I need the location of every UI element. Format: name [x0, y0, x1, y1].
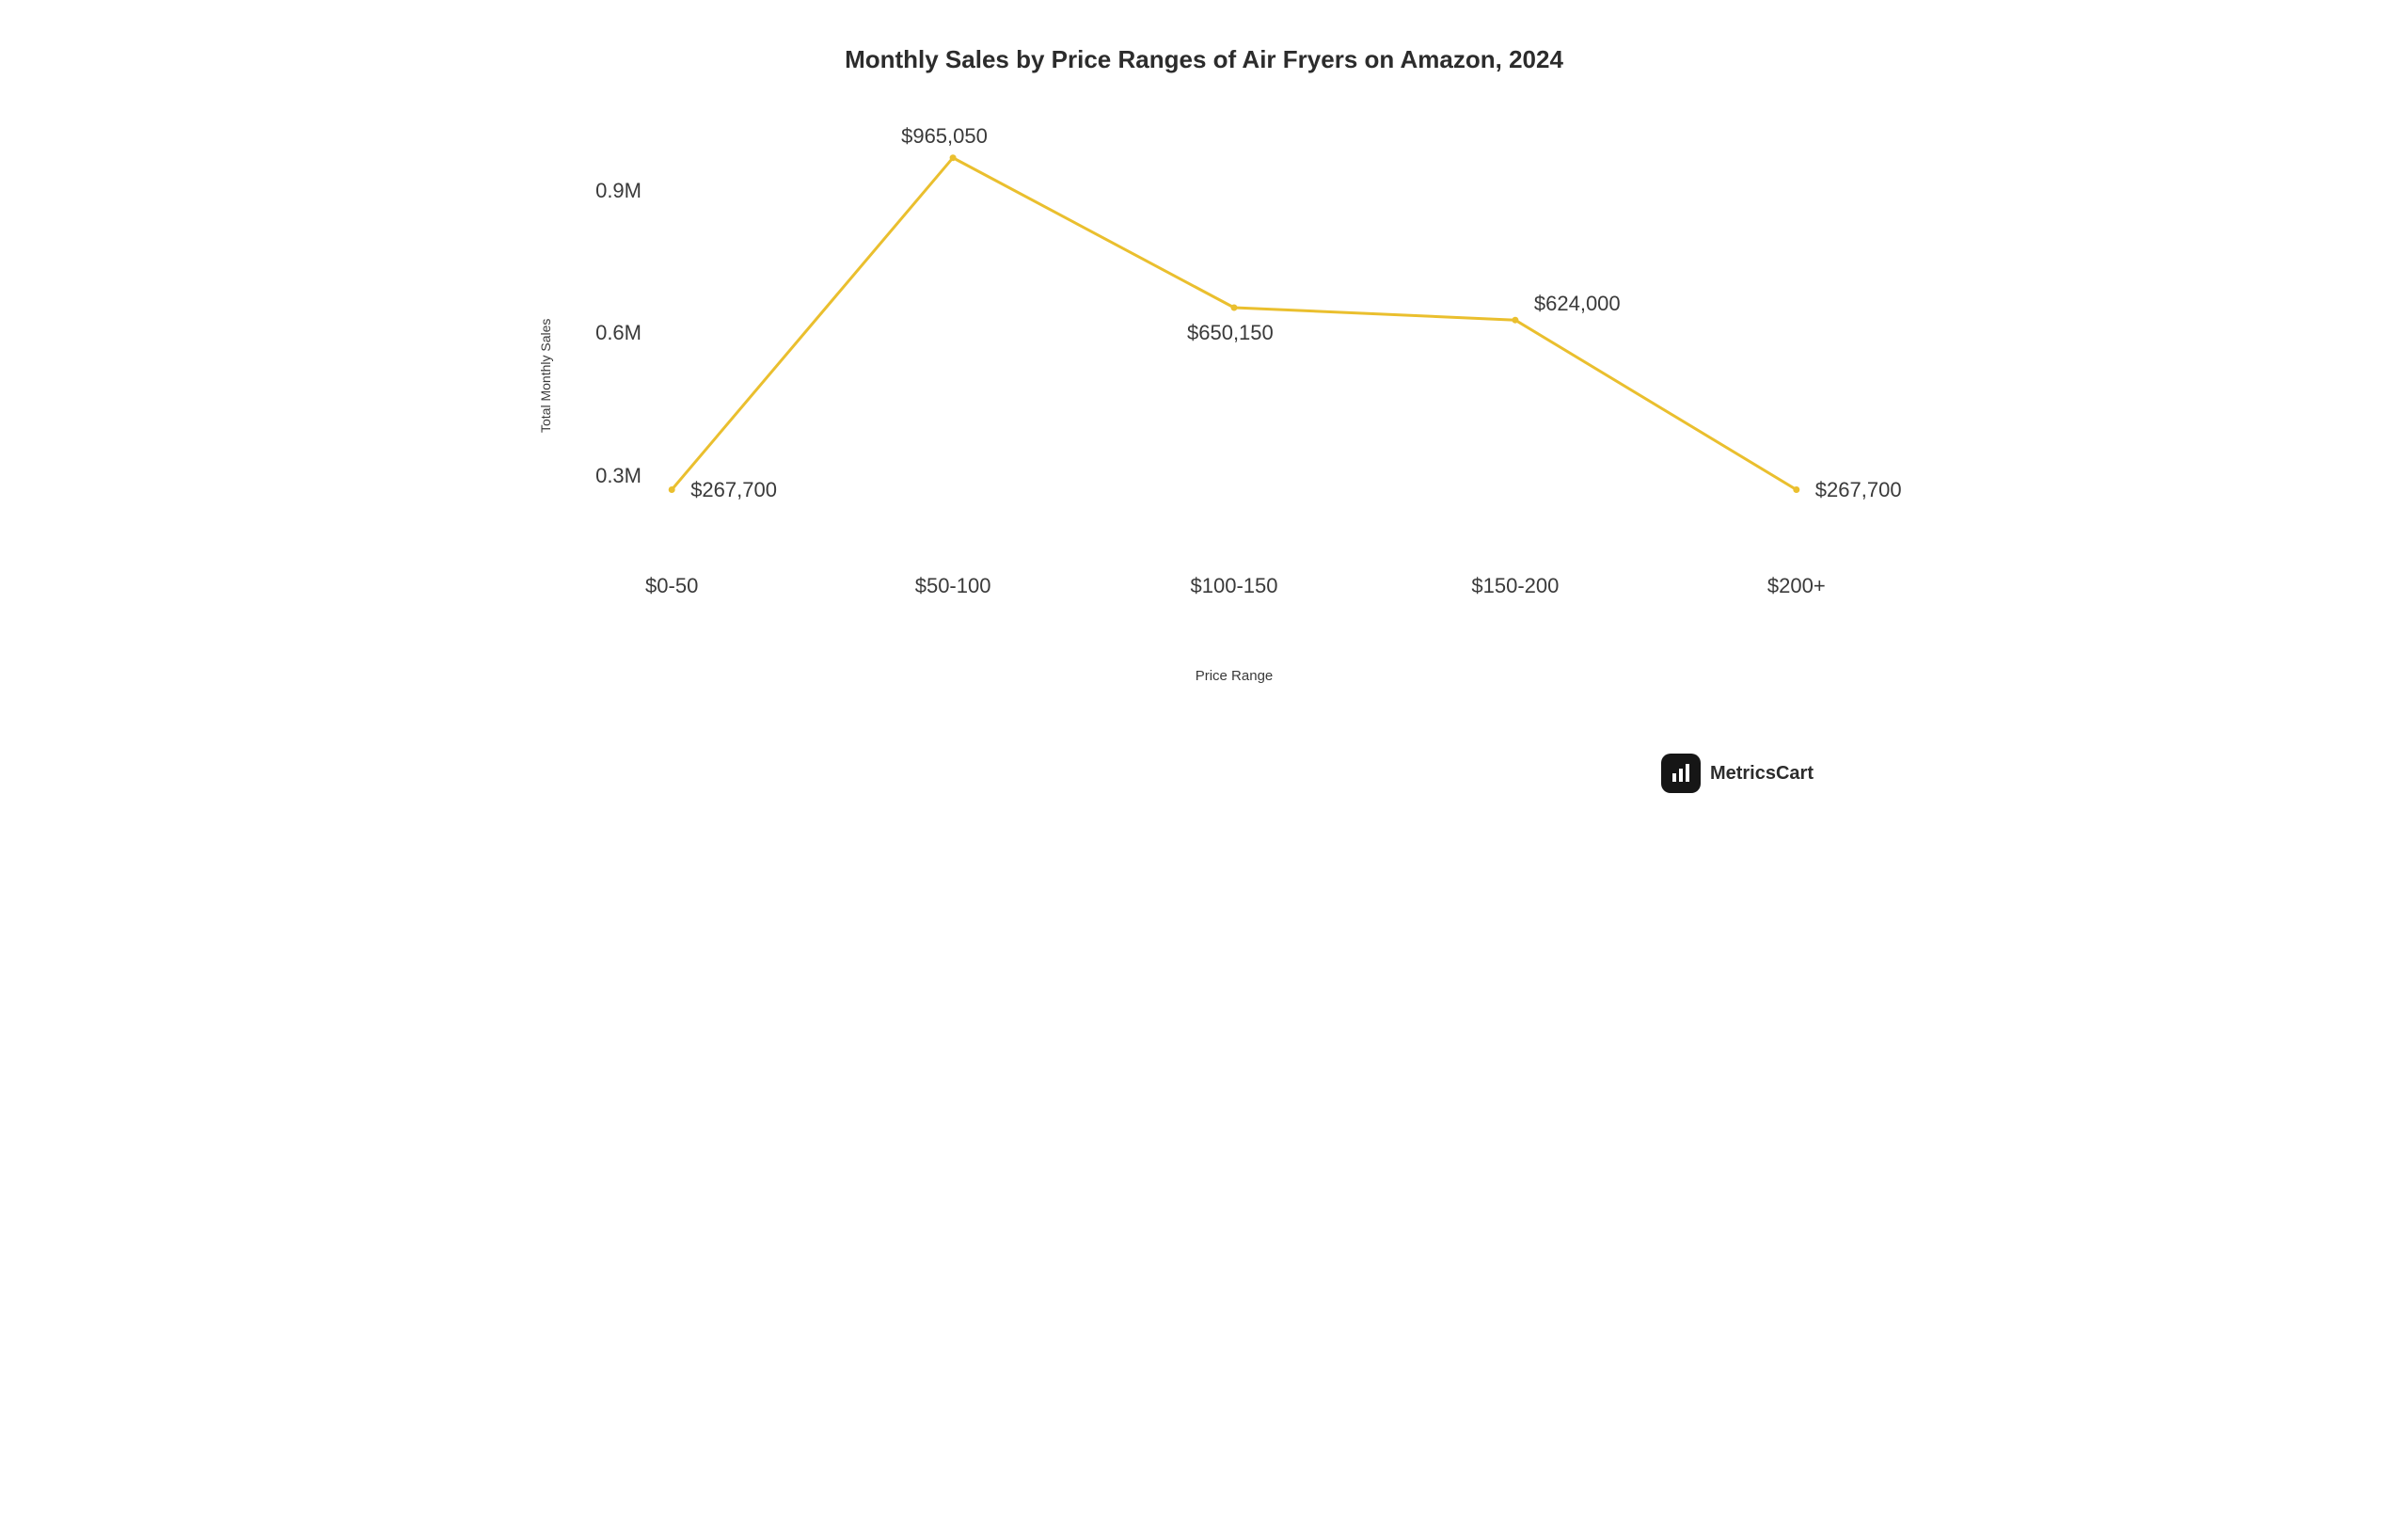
data-label: $267,700	[1815, 478, 1902, 502]
brand-badge: MetricsCart	[1661, 754, 1814, 793]
metricscart-icon	[1661, 754, 1701, 793]
data-label: $965,050	[901, 124, 988, 149]
x-axis-label: Price Range	[1178, 668, 1291, 684]
data-label: $650,150	[1187, 321, 1274, 345]
x-tick-label: $50-100	[878, 574, 1028, 598]
bar-chart-icon	[1670, 762, 1692, 785]
x-tick-label: $200+	[1721, 574, 1872, 598]
brand-name: MetricsCart	[1710, 763, 1814, 785]
y-tick-label: 0.6M	[529, 321, 642, 345]
x-tick-label: $150-200	[1440, 574, 1591, 598]
data-marker	[1231, 305, 1238, 311]
data-marker	[1793, 486, 1799, 493]
chart-title: Monthly Sales by Price Ranges of Air Fry…	[482, 45, 1926, 74]
x-tick-label: $0-50	[596, 574, 747, 598]
data-label: $624,000	[1534, 292, 1621, 316]
data-marker	[1512, 317, 1518, 324]
data-marker	[950, 154, 957, 161]
chart-container: Monthly Sales by Price Ranges of Air Fry…	[482, 0, 1926, 915]
y-tick-label: 0.9M	[529, 179, 642, 203]
data-marker	[669, 486, 675, 493]
y-tick-label: 0.3M	[529, 464, 642, 488]
x-tick-label: $100-150	[1159, 574, 1309, 598]
data-label: $267,700	[690, 478, 777, 502]
